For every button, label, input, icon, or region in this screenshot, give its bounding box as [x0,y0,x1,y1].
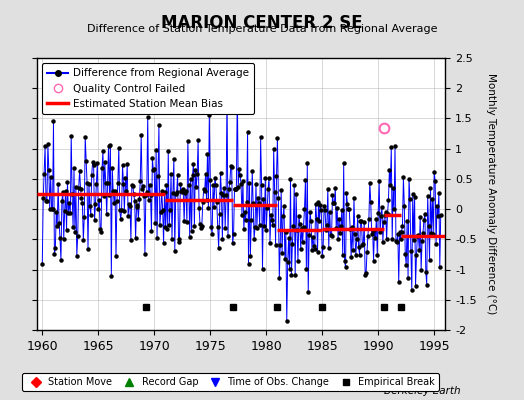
Text: Difference of Station Temperature Data from Regional Average: Difference of Station Temperature Data f… [87,24,437,34]
Text: MARION CENTER 2 SE: MARION CENTER 2 SE [161,14,363,32]
Legend: Difference from Regional Average, Quality Control Failed, Estimated Station Mean: Difference from Regional Average, Qualit… [42,63,254,114]
Legend: Station Move, Record Gap, Time of Obs. Change, Empirical Break: Station Move, Record Gap, Time of Obs. C… [22,373,439,391]
Text: Berkeley Earth: Berkeley Earth [385,386,461,396]
Y-axis label: Monthly Temperature Anomaly Difference (°C): Monthly Temperature Anomaly Difference (… [486,73,496,315]
